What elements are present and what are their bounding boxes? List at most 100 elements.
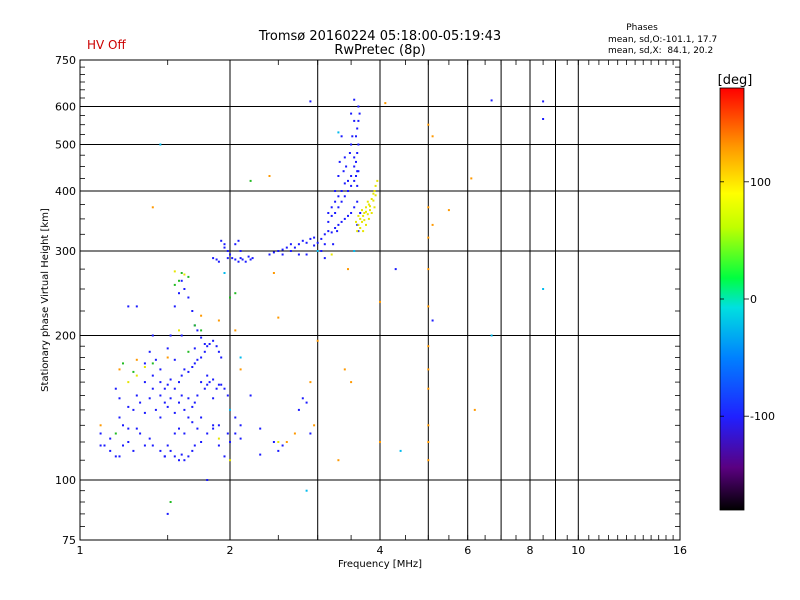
data-point <box>301 239 304 242</box>
data-point <box>277 441 280 443</box>
data-point <box>143 411 146 414</box>
data-point <box>151 362 154 365</box>
data-point <box>135 358 138 361</box>
axis-ticks: 1 2 4 6 8 10 16 75 100 200 300 400 500 600 750 <box>55 54 687 557</box>
data-point <box>337 131 340 134</box>
data-point <box>103 444 106 447</box>
data-point <box>143 381 146 384</box>
data-point <box>183 459 186 462</box>
data-point <box>272 272 275 274</box>
data-point <box>239 437 242 440</box>
data-point <box>350 143 353 146</box>
y-tick-label: 300 <box>55 245 76 258</box>
data-point <box>427 459 430 462</box>
data-point <box>127 305 130 308</box>
data-point <box>178 292 180 295</box>
data-point <box>183 432 186 435</box>
data-point <box>301 397 304 400</box>
data-point <box>180 453 183 456</box>
data-point <box>362 230 365 233</box>
data-point <box>244 260 247 263</box>
data-point <box>343 368 346 371</box>
data-point <box>114 455 117 458</box>
data-point <box>373 190 376 192</box>
data-point <box>357 143 360 146</box>
data-point <box>365 206 367 209</box>
data-point <box>336 230 339 233</box>
data-point <box>173 387 176 390</box>
data-point <box>151 387 154 390</box>
data-point <box>151 374 154 377</box>
data-point <box>330 206 333 209</box>
data-point <box>373 206 376 209</box>
data-point <box>309 237 312 240</box>
data-point <box>169 397 172 400</box>
data-point <box>114 387 117 390</box>
data-point <box>356 230 359 233</box>
data-point <box>372 192 375 195</box>
data-point <box>151 444 154 447</box>
x-tick-label: 16 <box>673 544 687 557</box>
data-point <box>118 368 121 371</box>
data-point <box>379 300 381 303</box>
data-point <box>372 199 375 202</box>
data-point <box>351 135 354 138</box>
data-point <box>196 358 199 361</box>
data-point <box>178 427 180 430</box>
data-point <box>374 194 377 197</box>
data-point <box>361 209 363 212</box>
data-point <box>191 366 194 368</box>
data-point <box>334 212 337 214</box>
data-point <box>542 118 545 120</box>
data-point <box>200 314 203 317</box>
data-point <box>350 184 353 187</box>
data-point <box>277 449 280 452</box>
data-point <box>223 246 226 249</box>
data-point <box>208 343 211 345</box>
data-point <box>178 459 180 462</box>
data-point <box>353 98 356 101</box>
data-point <box>234 432 237 435</box>
data-point <box>212 257 215 260</box>
data-point <box>431 135 434 138</box>
data-point <box>268 253 271 256</box>
data-point <box>173 358 176 361</box>
data-point <box>166 383 169 386</box>
data-point <box>431 319 434 322</box>
data-point <box>203 350 206 353</box>
data-point <box>206 374 209 377</box>
data-point <box>277 250 280 252</box>
data-point <box>151 334 154 337</box>
data-point <box>191 310 194 312</box>
data-point <box>187 370 190 373</box>
data-point <box>355 220 357 223</box>
data-point <box>173 411 176 414</box>
data-point <box>309 100 312 103</box>
data-point <box>427 206 430 209</box>
data-point <box>353 165 356 168</box>
data-point <box>327 220 330 223</box>
data-point <box>320 237 323 240</box>
data-point <box>200 329 203 332</box>
data-point <box>285 441 288 443</box>
data-point <box>305 401 308 404</box>
data-point <box>323 243 326 246</box>
data-point <box>259 453 262 456</box>
colorbar-tick-label: 0 <box>750 293 757 306</box>
data-point <box>169 378 172 381</box>
data-point <box>427 123 430 126</box>
data-point <box>200 336 203 339</box>
data-point <box>343 195 346 198</box>
data-point <box>234 292 237 295</box>
data-point <box>343 217 346 220</box>
data-point <box>166 444 169 447</box>
data-point <box>193 324 196 327</box>
data-point <box>297 243 300 246</box>
data-point <box>305 253 308 256</box>
data-point <box>217 383 220 386</box>
data-point <box>337 206 340 209</box>
data-point <box>173 432 176 435</box>
data-point <box>347 190 349 192</box>
data-point <box>369 205 371 208</box>
